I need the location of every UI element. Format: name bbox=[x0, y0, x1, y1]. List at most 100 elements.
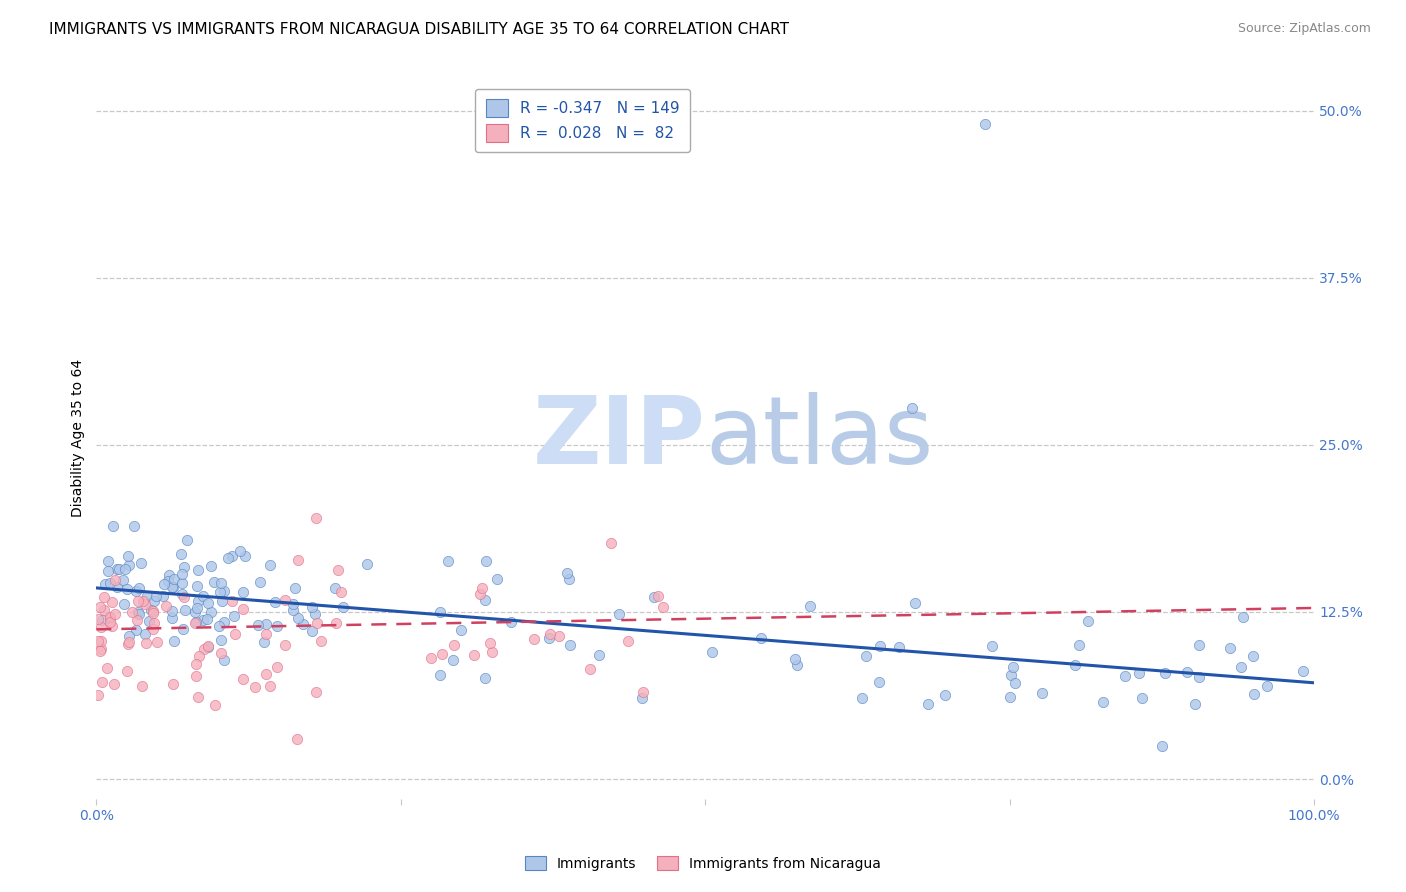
Point bbox=[204, 698, 226, 712]
Point bbox=[232, 602, 254, 616]
Point bbox=[208, 585, 231, 599]
Point bbox=[443, 638, 465, 652]
Point bbox=[143, 594, 166, 608]
Point bbox=[186, 657, 208, 672]
Point bbox=[187, 593, 209, 607]
Point bbox=[229, 544, 252, 558]
Point bbox=[266, 619, 288, 633]
Point bbox=[588, 648, 610, 662]
Point bbox=[117, 582, 139, 596]
Point bbox=[193, 641, 215, 656]
Point bbox=[283, 602, 305, 616]
Point bbox=[252, 635, 274, 649]
Point bbox=[184, 615, 207, 629]
Point bbox=[868, 675, 890, 690]
Point bbox=[209, 576, 232, 591]
Point bbox=[560, 639, 582, 653]
Point bbox=[90, 642, 112, 657]
Point bbox=[184, 616, 207, 631]
Point bbox=[117, 637, 139, 651]
Point bbox=[87, 633, 110, 648]
Point bbox=[131, 680, 153, 694]
Point bbox=[117, 549, 139, 563]
Point bbox=[259, 679, 281, 693]
Point bbox=[538, 626, 561, 640]
Point bbox=[786, 657, 808, 672]
Point bbox=[157, 568, 180, 582]
Point bbox=[134, 597, 156, 611]
Point bbox=[97, 554, 120, 568]
Point bbox=[437, 554, 460, 568]
Point bbox=[323, 581, 346, 595]
Legend: R = -0.347   N = 149, R =  0.028   N =  82: R = -0.347 N = 149, R = 0.028 N = 82 bbox=[475, 88, 690, 153]
Point bbox=[173, 590, 195, 604]
Point bbox=[1000, 690, 1022, 705]
Point bbox=[170, 547, 193, 561]
Point bbox=[617, 633, 640, 648]
Point bbox=[214, 653, 236, 667]
Point bbox=[579, 662, 602, 676]
Point bbox=[1004, 675, 1026, 690]
Point bbox=[474, 671, 496, 685]
Point bbox=[281, 597, 304, 611]
Point bbox=[107, 580, 129, 594]
Point bbox=[200, 605, 222, 619]
Point bbox=[184, 605, 207, 619]
Point bbox=[901, 401, 924, 415]
Point bbox=[934, 688, 956, 702]
Point bbox=[429, 606, 451, 620]
Point bbox=[135, 589, 157, 603]
Point bbox=[214, 584, 236, 599]
Point bbox=[284, 581, 307, 595]
Point bbox=[470, 581, 492, 595]
Point bbox=[1063, 658, 1085, 673]
Point bbox=[173, 603, 195, 617]
Point bbox=[292, 617, 315, 632]
Point bbox=[202, 575, 225, 590]
Point bbox=[501, 615, 523, 629]
Point bbox=[208, 619, 231, 633]
Point bbox=[122, 519, 145, 533]
Point bbox=[176, 533, 198, 547]
Point bbox=[1188, 670, 1211, 684]
Point bbox=[142, 622, 165, 636]
Point bbox=[450, 623, 472, 637]
Point bbox=[869, 639, 891, 653]
Point bbox=[128, 582, 150, 596]
Point bbox=[173, 559, 195, 574]
Point bbox=[191, 613, 214, 627]
Point bbox=[104, 607, 127, 622]
Point bbox=[980, 640, 1002, 654]
Point bbox=[197, 639, 219, 653]
Point bbox=[191, 589, 214, 603]
Text: IMMIGRANTS VS IMMIGRANTS FROM NICARAGUA DISABILITY AGE 35 TO 64 CORRELATION CHAR: IMMIGRANTS VS IMMIGRANTS FROM NICARAGUA … bbox=[49, 22, 789, 37]
Point bbox=[91, 674, 114, 689]
Point bbox=[160, 604, 183, 618]
Point bbox=[186, 600, 208, 615]
Point bbox=[214, 615, 236, 629]
Point bbox=[98, 575, 121, 590]
Point bbox=[117, 628, 139, 642]
Point bbox=[197, 596, 219, 610]
Text: ZIP: ZIP bbox=[533, 392, 706, 484]
Point bbox=[1077, 614, 1099, 628]
Point bbox=[1091, 694, 1114, 708]
Point bbox=[98, 611, 121, 625]
Point bbox=[481, 645, 503, 659]
Point bbox=[100, 619, 122, 633]
Point bbox=[172, 623, 194, 637]
Point bbox=[172, 566, 194, 581]
Point bbox=[301, 624, 323, 638]
Point bbox=[607, 607, 630, 621]
Point bbox=[474, 593, 496, 607]
Point bbox=[274, 638, 297, 652]
Point bbox=[160, 611, 183, 625]
Point bbox=[96, 661, 118, 675]
Point bbox=[332, 599, 354, 614]
Point bbox=[311, 633, 333, 648]
Point bbox=[647, 589, 669, 603]
Point bbox=[851, 690, 873, 705]
Point bbox=[221, 593, 243, 607]
Point bbox=[558, 572, 581, 586]
Point bbox=[548, 629, 571, 643]
